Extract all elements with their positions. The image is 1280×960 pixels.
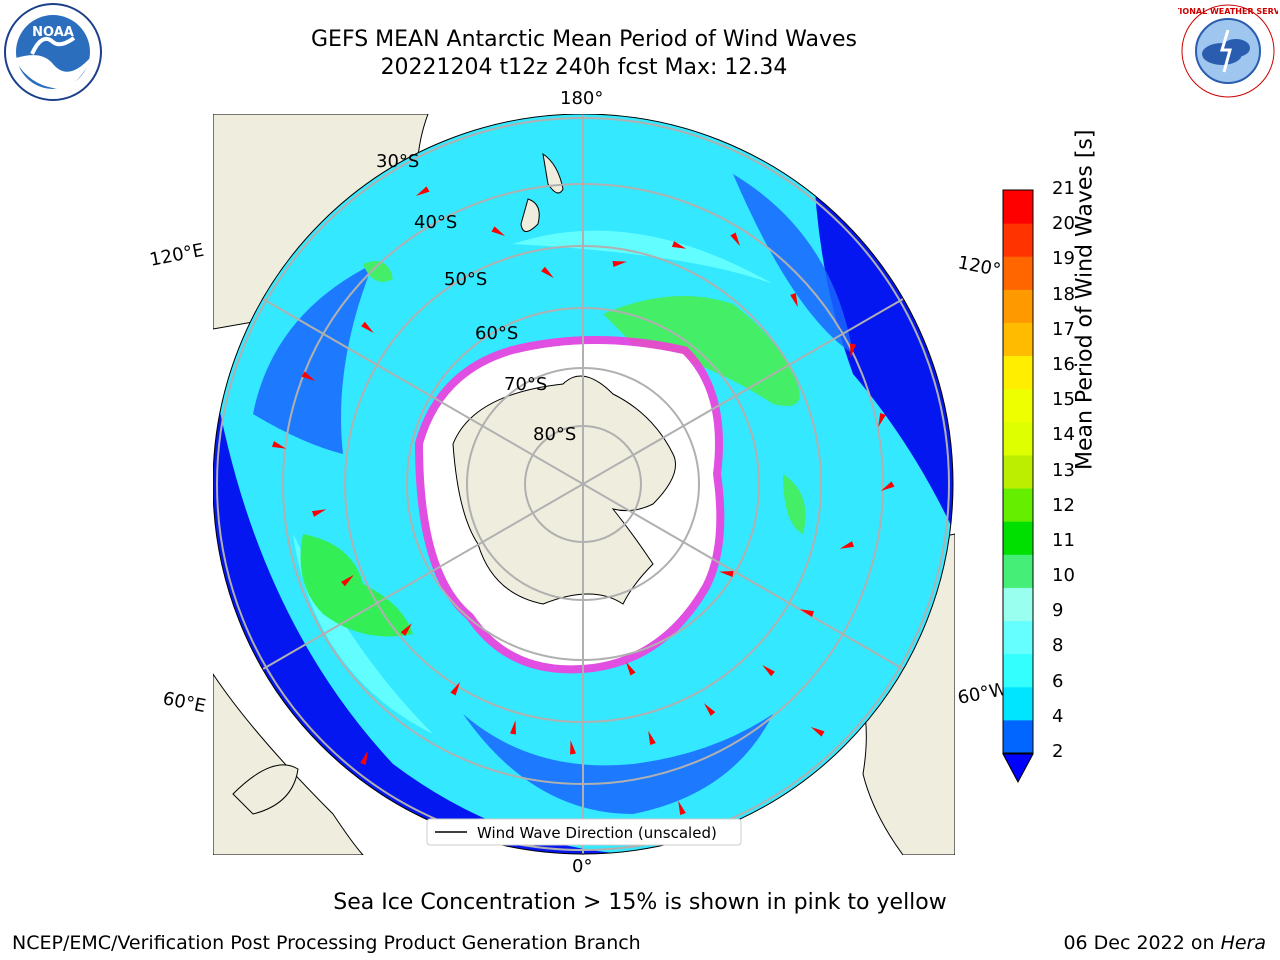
colorbar-bin [1003,256,1033,290]
colorbar-bin [1003,719,1033,754]
colorbar-label: Mean Period of Wind Waves [s] [1072,129,1098,470]
lon-label-0: 0° [572,856,593,877]
colorbar-tick-label: 8 [1052,635,1064,657]
colorbar-tick-label: 12 [1052,494,1075,516]
colorbar-tick-label: 10 [1052,565,1075,587]
colorbar-bin [1003,620,1033,655]
colorbar-bin [1003,554,1033,588]
colorbar-tick-label: 21 [1052,178,1075,199]
colorbar-bin [1003,653,1033,688]
colorbar-bin [1003,686,1033,721]
colorbar-bin [1003,322,1033,357]
colorbar-bin [1003,454,1033,489]
lat-label-60s: 60°S [475,323,519,344]
map-subtitle: 20221204 t12z 240h fcst Max: 12.34 [380,55,788,80]
colorbar-tick-label: 4 [1052,705,1064,727]
colorbar-tick-label: 2 [1052,741,1064,762]
colorbar-tick-label: 19 [1052,248,1075,270]
colorbar-bin [1003,223,1033,257]
lon-label-120e: 120°E [147,239,206,271]
lon-label-180: 180° [560,88,604,109]
colorbar-bin [1003,488,1033,522]
lat-label-30s: 30°S [376,151,420,172]
colorbar-bin [1003,355,1033,390]
lat-label-40s: 40°S [414,212,458,233]
lat-label-70s: 70°S [504,374,548,395]
noaa-logo: NOAA [4,3,102,101]
colorbar-tick-label: 11 [1052,529,1075,551]
polar-map: Wind Wave Direction (unscaled) [213,114,955,855]
legend-label: Wind Wave Direction (unscaled) [477,824,717,842]
colorbar-tick-label: 6 [1052,670,1064,692]
colorbar-bin [1003,521,1033,555]
colorbar-tick-label: 9 [1052,600,1064,622]
colorbar-tick-label: 17 [1052,318,1075,340]
colorbar-tick-label: 16 [1052,353,1075,375]
colorbar-bin [1003,289,1033,323]
map-legend: Wind Wave Direction (unscaled) [426,818,742,846]
new-zealand-land [520,152,564,232]
colorbar [1002,189,1034,784]
colorbar-bin [1003,587,1033,622]
footer-credit: NCEP/EMC/Verification Post Processing Pr… [12,932,641,954]
colorbar-under-triangle [1002,753,1034,784]
lon-label-60e: 60°E [160,688,208,718]
colorbar-bin [1003,388,1033,423]
nws-logo: NATIONAL WEATHER SERVICE [1178,4,1278,98]
colorbar-tick-label: 18 [1052,283,1075,305]
lat-label-80s: 80°S [533,424,577,445]
colorbar-tick-label: 20 [1052,213,1075,235]
wave-direction-arrows [271,186,895,816]
nws-logo-text: NATIONAL WEATHER SERVICE [1178,7,1278,16]
noaa-logo-text: NOAA [32,25,74,40]
lat-label-50s: 50°S [444,269,488,290]
map-title: GEFS MEAN Antarctic Mean Period of Wind … [311,27,857,52]
footer-date-text: 06 Dec 2022 on [1063,932,1221,954]
sea-ice-note: Sea Ice Concentration > 15% is shown in … [333,890,947,915]
colorbar-tick-label: 15 [1052,389,1075,411]
graticule [216,114,950,855]
footer-host: Hera [1220,932,1266,954]
colorbar-tick-label: 13 [1052,459,1075,481]
footer-date: 06 Dec 2022 on Hera [1063,932,1266,954]
colorbar-bin [1003,190,1033,224]
colorbar-bin [1003,421,1033,456]
colorbar-tick-label: 14 [1052,424,1075,446]
madagascar-land [232,764,299,815]
